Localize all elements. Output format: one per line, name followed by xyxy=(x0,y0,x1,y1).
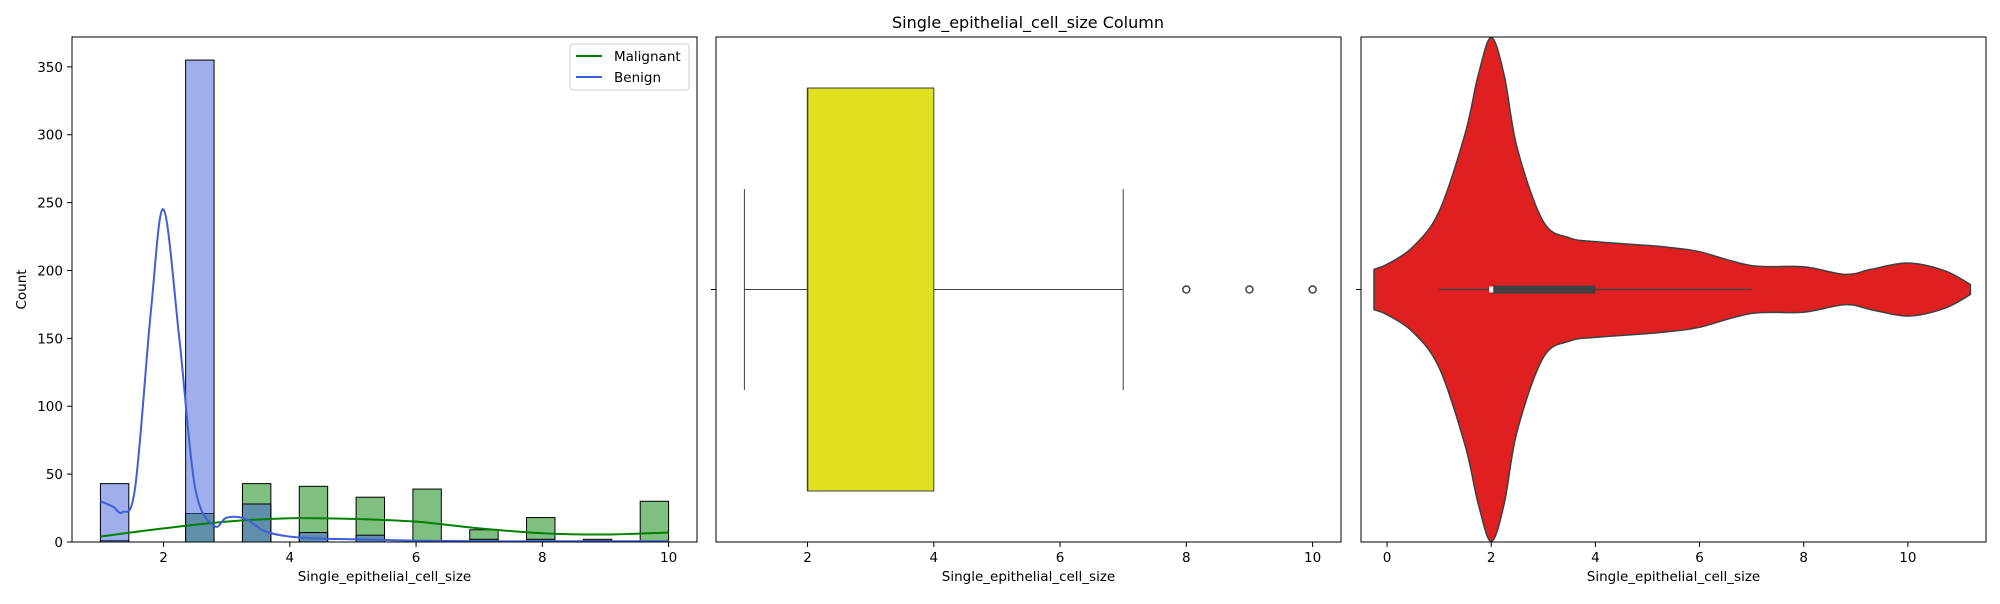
histogram-y-tick-label: 50 xyxy=(46,467,63,483)
benign-bar xyxy=(185,59,215,543)
histogram-x-ticks: 2 4 6 8 10 xyxy=(159,542,677,566)
violin-x-tick-label: 0 xyxy=(1383,550,1392,566)
boxplot-iqr-box xyxy=(807,87,935,492)
histogram-x-label: Single_epithelial_cell_size xyxy=(298,569,471,585)
violin-x-tick-label: 4 xyxy=(1591,550,1600,566)
histogram-y-label: Count xyxy=(14,269,30,309)
histogram-x-tick-label: 2 xyxy=(159,550,168,566)
histogram-legend: Malignant Benign xyxy=(569,43,690,91)
violin-x-tick-label: 2 xyxy=(1487,550,1496,566)
violin-median-marker xyxy=(1489,286,1494,293)
histogram-panel: 2 4 6 8 10 0 50 100 150 200 250 300 350 Single_epit… xyxy=(14,36,698,585)
histogram-x-tick-label: 6 xyxy=(412,550,421,566)
benign-bars xyxy=(99,59,613,543)
boxplot-x-tick-label: 4 xyxy=(930,550,939,566)
benign-bar xyxy=(241,503,272,543)
histogram-y-tick-label: 250 xyxy=(37,196,63,212)
legend-malignant-label: Malignant xyxy=(614,49,681,65)
histogram-x-tick-label: 10 xyxy=(660,550,677,566)
malignant-kde-line xyxy=(100,517,669,538)
boxplot-outlier-point xyxy=(1308,285,1317,294)
histogram-y-tick-label: 0 xyxy=(54,535,63,551)
violin-x-ticks: 0 2 4 6 8 10 xyxy=(1383,542,1916,566)
malignant-bar xyxy=(526,517,556,543)
boxplot-x-label: Single_epithelial_cell_size xyxy=(942,569,1115,585)
histogram-y-tick-label: 350 xyxy=(37,60,63,76)
benign-kde-line xyxy=(100,208,669,543)
histogram-y-tick-label: 150 xyxy=(37,331,63,347)
legend-benign-label: Benign xyxy=(614,70,661,86)
boxplot-frame xyxy=(715,36,1342,543)
violin-x-tick-label: 8 xyxy=(1799,550,1808,566)
histogram-y-tick-label: 100 xyxy=(37,399,63,415)
boxplot-x-ticks: 2 4 6 8 10 xyxy=(803,542,1321,566)
boxplot-panel: 2 4 6 8 10 Single_epithelial_cell_size xyxy=(711,36,1342,585)
malignant-bar xyxy=(639,500,670,543)
violin-frame xyxy=(1360,36,1987,543)
boxplot-outlier-point xyxy=(1182,285,1191,294)
violin-x-tick-label: 6 xyxy=(1695,550,1704,566)
boxplot-x-tick-label: 2 xyxy=(803,550,812,566)
violin-x-tick-label: 10 xyxy=(1899,550,1916,566)
violin-inner-box xyxy=(1439,285,1752,294)
histogram-y-tick-label: 200 xyxy=(37,263,63,279)
boxplot-x-tick-label: 6 xyxy=(1056,550,1065,566)
boxplot-x-tick-label: 10 xyxy=(1304,550,1321,566)
violin-iqr-bar xyxy=(1491,285,1596,294)
figure-title: Single_epithelial_cell_size Column xyxy=(892,13,1164,33)
boxplot-x-tick-label: 8 xyxy=(1182,550,1191,566)
malignant-bar xyxy=(412,488,442,543)
histogram-y-ticks: 0 50 100 150 200 250 300 350 xyxy=(37,60,72,551)
histogram-y-tick-label: 300 xyxy=(37,128,63,144)
boxplot-body xyxy=(743,87,1317,492)
violin-panel: 0 2 4 6 8 10 Single_epithelial_cell_size xyxy=(1356,36,1987,585)
histogram-frame xyxy=(71,36,698,543)
boxplot-outlier-point xyxy=(1245,285,1254,294)
histogram-x-tick-label: 4 xyxy=(286,550,295,566)
violin-x-label: Single_epithelial_cell_size xyxy=(1587,569,1760,585)
histogram-x-tick-label: 8 xyxy=(538,550,547,566)
